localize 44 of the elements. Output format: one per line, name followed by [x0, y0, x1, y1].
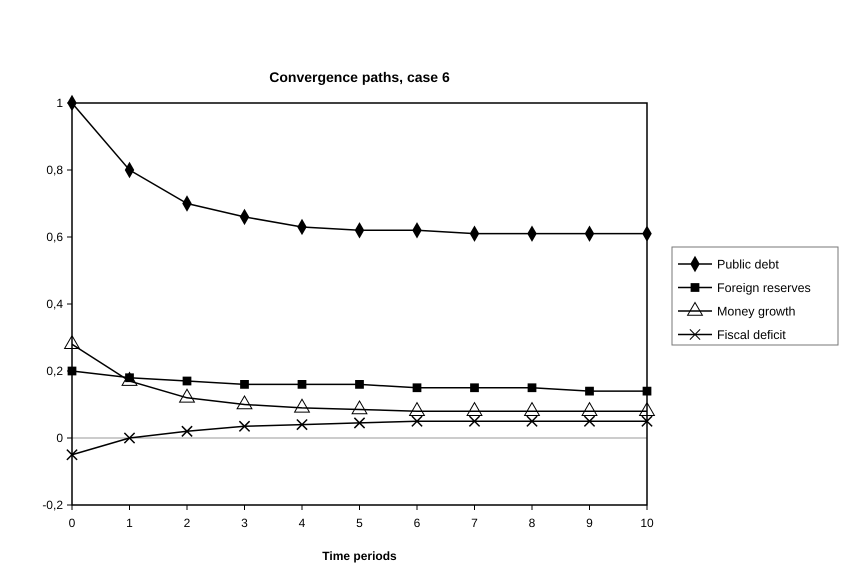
y-tick-label: 0,4 — [46, 296, 64, 311]
legend-label: Foreign reserves — [717, 281, 811, 295]
x-tick-label: 6 — [414, 516, 421, 530]
point — [470, 383, 479, 392]
point — [298, 380, 306, 389]
point — [641, 415, 653, 428]
y-tick-label: 1 — [56, 96, 64, 110]
point — [411, 415, 423, 428]
point — [240, 380, 249, 389]
legend-label: Public debt — [717, 258, 780, 272]
legend-label: Fiscal deficit — [717, 328, 786, 342]
legend-label: Money growth — [717, 304, 796, 318]
y-tick-label: -0,2 — [42, 498, 64, 512]
point — [66, 448, 78, 461]
point — [526, 415, 538, 428]
y-tick-label: 0 — [56, 430, 64, 445]
x-tick-label: 10 — [640, 516, 654, 530]
x-tick-label: 1 — [126, 516, 134, 530]
y-tick-label: 0,8 — [46, 162, 64, 177]
point — [296, 418, 308, 430]
point — [585, 386, 594, 396]
y-tick-label: 0,6 — [46, 230, 64, 244]
x-axis-title: Time periods — [322, 549, 398, 563]
point — [468, 415, 480, 428]
x-tick-label: 9 — [586, 516, 594, 530]
point — [181, 425, 193, 438]
x-tick-label: 5 — [356, 516, 364, 530]
point — [355, 380, 364, 389]
point — [238, 420, 250, 432]
point — [412, 383, 422, 392]
point — [642, 386, 652, 396]
point — [182, 376, 192, 386]
x-tick-label: 3 — [241, 516, 248, 530]
point — [124, 432, 136, 444]
x-tick-label: 4 — [298, 516, 306, 530]
point — [528, 383, 536, 392]
x-tick-label: 0 — [68, 516, 76, 530]
x-tick-label: 2 — [184, 516, 191, 530]
point — [354, 417, 366, 429]
x-tick-label: 8 — [528, 516, 536, 530]
y-tick-label: 0,2 — [46, 364, 64, 378]
x-tick-label: 7 — [471, 516, 478, 530]
chart-title: Convergence paths, case 6 — [269, 69, 450, 85]
point — [584, 415, 596, 428]
